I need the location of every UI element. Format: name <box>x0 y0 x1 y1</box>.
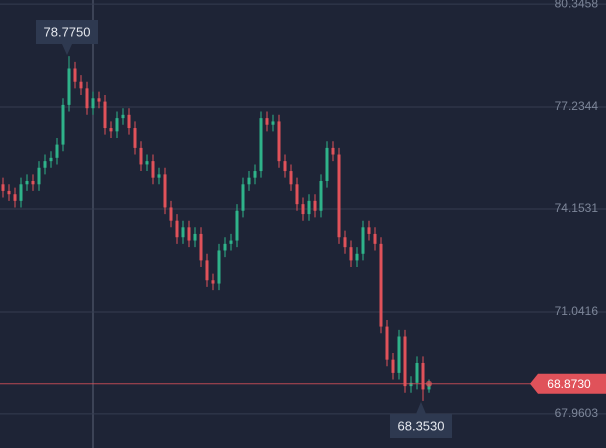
candle-body <box>277 121 281 162</box>
candle-body <box>55 144 59 158</box>
candle-body <box>289 171 293 185</box>
candle-body <box>139 147 143 165</box>
candle-body <box>283 161 287 172</box>
candle-body <box>109 128 113 132</box>
candle-body <box>301 204 305 215</box>
candle-body <box>391 359 395 373</box>
min-label: 68.3530 <box>398 418 445 433</box>
candle-body <box>229 240 233 244</box>
candle-body <box>151 161 155 178</box>
candle-body <box>103 101 107 129</box>
candle-body <box>175 220 179 238</box>
candle-body <box>211 280 215 284</box>
candle-body <box>247 177 251 185</box>
candle-body <box>79 81 83 89</box>
candle-body <box>367 227 371 234</box>
candle-body <box>223 243 227 251</box>
candle-body <box>355 253 359 261</box>
y-tick-label: 74.1531 <box>555 201 599 215</box>
candle-body <box>67 68 71 105</box>
candle-body <box>25 180 29 185</box>
candle-body <box>163 174 167 208</box>
last-price-tag <box>530 373 606 394</box>
candle-body <box>349 247 353 261</box>
candle-body <box>295 184 299 205</box>
candle-body <box>133 128 137 148</box>
candle-body <box>37 167 41 185</box>
candle-body <box>421 362 425 390</box>
candle-body <box>13 194 17 201</box>
candle-body <box>7 190 11 195</box>
last-price-label: 68.8730 <box>547 377 591 391</box>
candle-body <box>253 171 257 178</box>
max-label-box <box>36 20 98 56</box>
candle-body <box>259 118 263 172</box>
candle-body <box>325 147 329 181</box>
candle-body <box>319 180 323 211</box>
candle-body <box>49 157 53 162</box>
candle-body <box>235 210 239 241</box>
y-tick-label: 67.9603 <box>555 406 599 420</box>
candle-body <box>61 104 65 145</box>
candle-body <box>97 98 101 102</box>
candle-body <box>115 118 119 132</box>
candle-body <box>193 233 197 241</box>
candle-body <box>415 362 419 383</box>
candle-body <box>19 184 23 201</box>
candle-body <box>1 184 5 191</box>
candle-body <box>409 382 413 387</box>
y-tick-label: 77.2344 <box>555 99 599 113</box>
candle-body <box>361 227 365 254</box>
candle-body <box>265 118 269 125</box>
candle-body <box>43 161 47 168</box>
candle-body <box>385 326 389 360</box>
candle-body <box>181 227 185 238</box>
candle-body <box>91 98 95 109</box>
candle-body <box>85 88 89 109</box>
candle-body <box>31 180 35 185</box>
candle-body <box>331 147 335 155</box>
candle-body <box>73 68 77 82</box>
candle-body <box>397 336 401 373</box>
candle-body <box>403 336 407 387</box>
candle-body <box>241 184 245 211</box>
candle-body <box>127 114 131 129</box>
candle-body <box>157 174 161 178</box>
candle-body <box>217 250 221 284</box>
candle-body <box>169 207 173 221</box>
y-tick-label: 71.0416 <box>555 304 599 318</box>
last-price-dot <box>426 380 432 387</box>
candle-body <box>145 161 149 165</box>
candle-body <box>313 200 317 211</box>
min-label-box <box>390 401 452 438</box>
y-tick-label: 80.3458 <box>555 0 599 10</box>
candle-body <box>343 237 347 248</box>
candle-body <box>187 227 191 241</box>
candle-body <box>199 233 203 261</box>
candle-body <box>337 154 341 238</box>
candle-body <box>379 243 383 327</box>
candle-body <box>373 233 377 244</box>
candle-body <box>271 121 275 125</box>
candle-body <box>121 114 125 119</box>
candle-body <box>205 260 209 281</box>
max-label: 78.7750 <box>44 24 91 39</box>
candle-body <box>307 200 311 215</box>
